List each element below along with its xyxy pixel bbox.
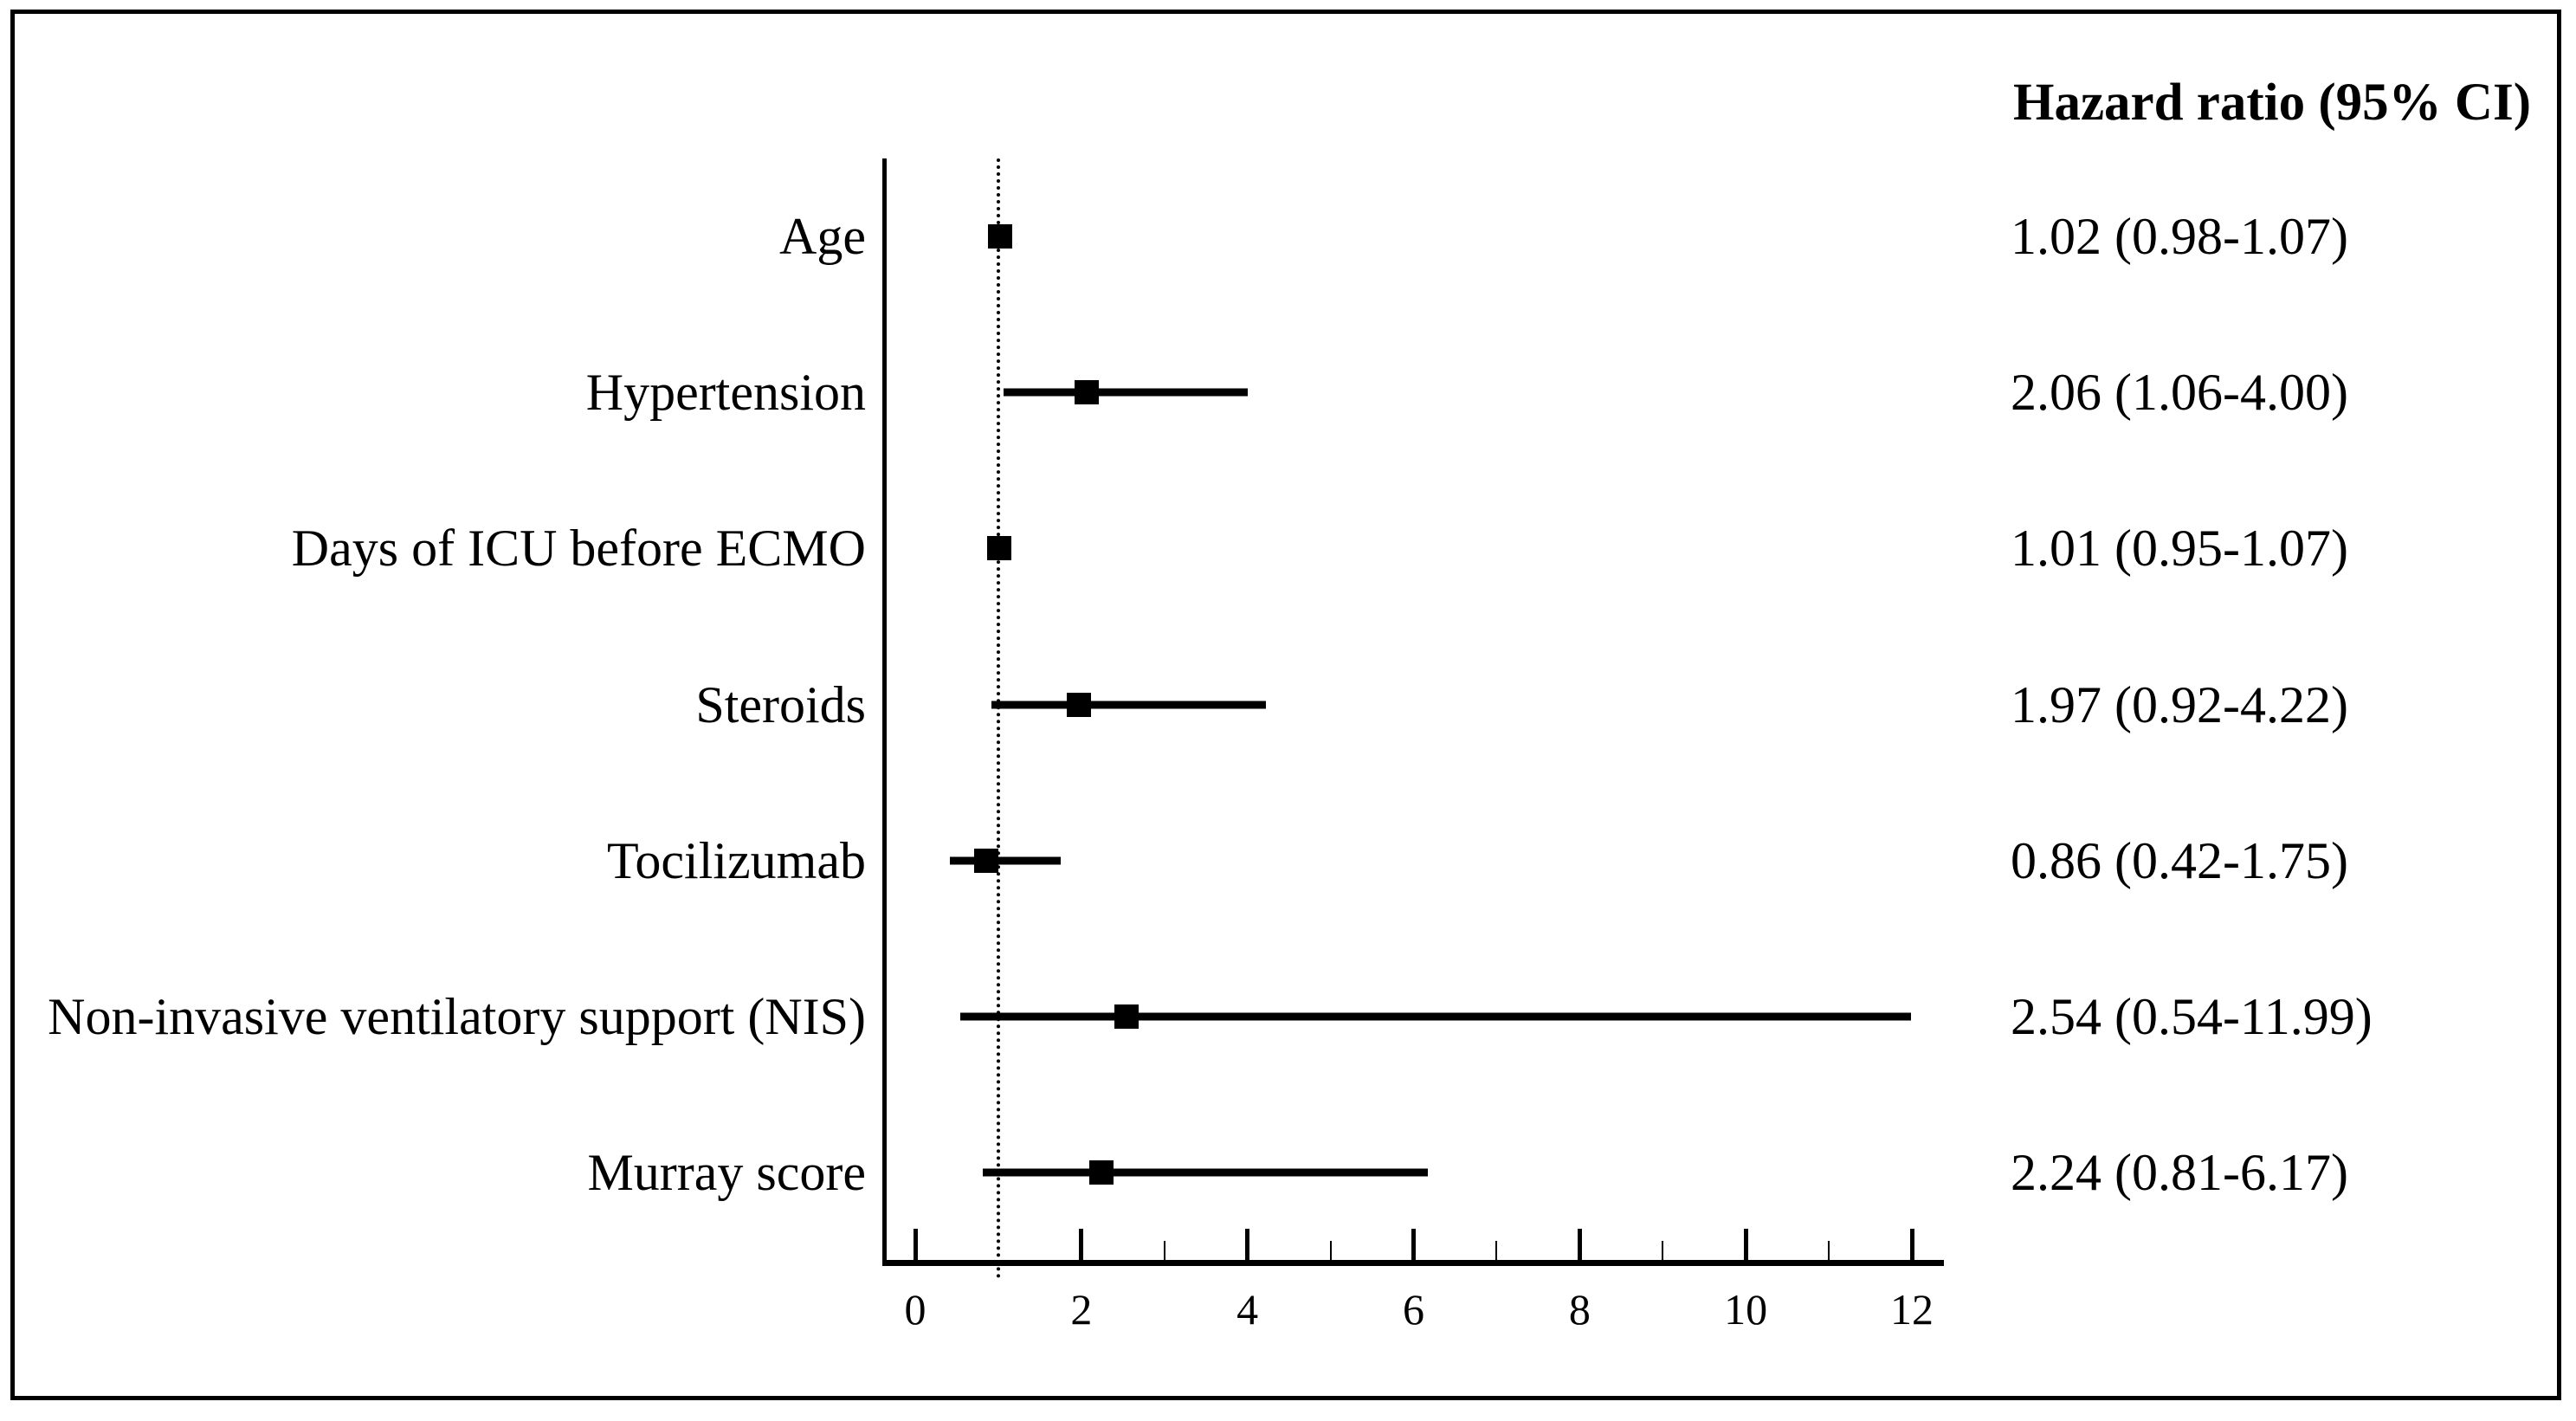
row-label: Age bbox=[779, 208, 866, 265]
hr-value-text: 1.97 (0.92-4.22) bbox=[2011, 675, 2348, 733]
tick-label: 2 bbox=[1070, 1285, 1093, 1334]
tick-label: 10 bbox=[1724, 1285, 1768, 1334]
tick-label: 8 bbox=[1568, 1285, 1591, 1334]
hr-marker bbox=[987, 224, 1012, 249]
minor-tick bbox=[1662, 1241, 1664, 1260]
major-tick bbox=[1411, 1229, 1416, 1260]
minor-tick bbox=[1329, 1241, 1332, 1260]
hr-marker bbox=[1114, 1004, 1139, 1029]
row-label: Tocilizumab bbox=[606, 831, 866, 889]
tick-label: 12 bbox=[1890, 1285, 1934, 1334]
ci-line bbox=[959, 1012, 1912, 1021]
major-tick bbox=[1245, 1229, 1250, 1260]
figure-border bbox=[10, 10, 2561, 1400]
minor-tick bbox=[1495, 1241, 1498, 1260]
major-tick bbox=[1909, 1229, 1914, 1260]
ci-line bbox=[991, 701, 1266, 708]
tick-label: 4 bbox=[1236, 1285, 1259, 1334]
ci-line bbox=[982, 1168, 1428, 1177]
hr-marker bbox=[1074, 380, 1099, 405]
chart-title: Hazard ratio (95% CI) bbox=[2013, 74, 2532, 132]
minor-tick bbox=[1163, 1241, 1165, 1260]
major-tick bbox=[1577, 1229, 1582, 1260]
ci-line bbox=[950, 856, 1061, 865]
hr-value-text: 2.54 (0.54-11.99) bbox=[2011, 987, 2373, 1045]
major-tick bbox=[1079, 1229, 1084, 1260]
ci-line bbox=[1003, 388, 1248, 397]
tick-label: 0 bbox=[904, 1285, 926, 1334]
major-tick bbox=[1743, 1229, 1748, 1260]
hr-value-text: 0.86 (0.42-1.75) bbox=[2011, 831, 2348, 889]
hr-value-text: 1.01 (0.95-1.07) bbox=[2011, 520, 2348, 578]
tick-label: 6 bbox=[1403, 1285, 1424, 1334]
hr-marker bbox=[974, 848, 999, 873]
y-axis-line bbox=[882, 158, 887, 1266]
x-axis-line bbox=[882, 1260, 1944, 1266]
row-label: Days of ICU before ECMO bbox=[291, 520, 866, 578]
row-label: Hypertension bbox=[585, 364, 866, 422]
row-label: Steroids bbox=[695, 675, 866, 733]
hr-marker bbox=[1066, 692, 1091, 717]
hr-value-text: 2.24 (0.81-6.17) bbox=[2011, 1144, 2348, 1202]
minor-tick bbox=[1828, 1241, 1830, 1260]
hr-value-text: 2.06 (1.06-4.00) bbox=[2011, 364, 2348, 422]
major-tick bbox=[913, 1229, 918, 1260]
hr-marker bbox=[1088, 1160, 1114, 1185]
row-label: Murray score bbox=[587, 1144, 866, 1202]
row-label: Non-invasive ventilatory support (NIS) bbox=[48, 987, 866, 1045]
hr-marker bbox=[986, 536, 1011, 561]
reference-line-hr1 bbox=[997, 158, 1000, 1279]
hr-value-text: 1.02 (0.98-1.07) bbox=[2011, 208, 2348, 265]
